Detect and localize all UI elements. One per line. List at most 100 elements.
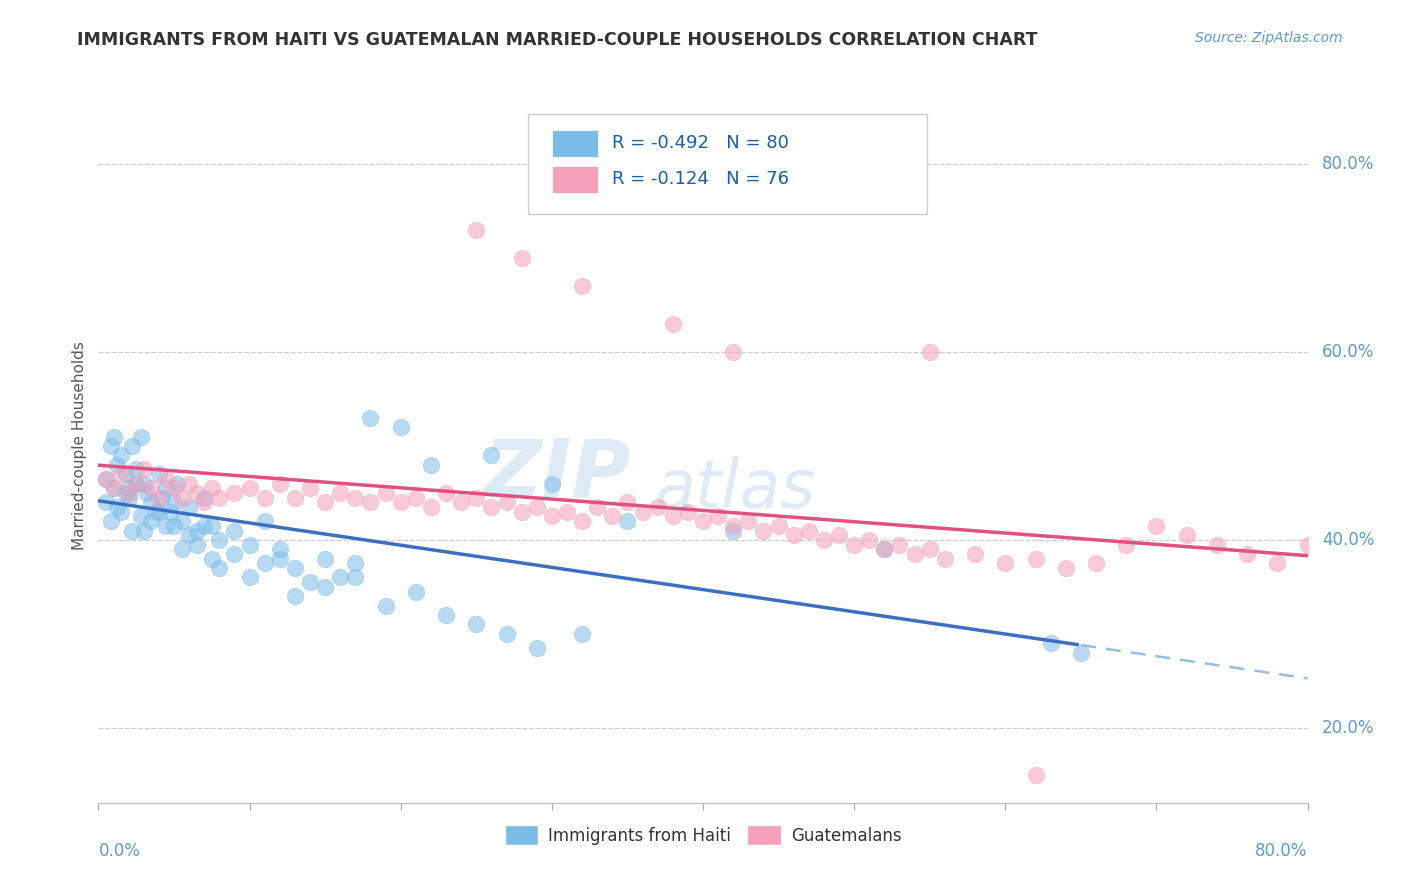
Point — [201, 481, 224, 495]
Point — [269, 476, 291, 491]
Point — [344, 491, 367, 505]
Point — [1296, 538, 1319, 552]
Point — [121, 524, 143, 538]
Point — [707, 509, 730, 524]
Point — [1267, 557, 1289, 571]
Point — [420, 500, 443, 514]
Point — [155, 472, 177, 486]
Y-axis label: Married-couple Households: Married-couple Households — [72, 342, 87, 550]
Point — [239, 481, 262, 495]
Point — [661, 509, 683, 524]
Point — [186, 538, 208, 552]
Point — [510, 251, 533, 265]
Point — [141, 481, 163, 495]
Point — [193, 518, 215, 533]
Point — [1236, 547, 1258, 561]
Point — [100, 439, 122, 453]
Point — [141, 495, 163, 509]
Point — [918, 542, 941, 557]
Point — [141, 514, 163, 528]
Text: R = -0.492   N = 80: R = -0.492 N = 80 — [613, 135, 789, 153]
Point — [661, 317, 683, 331]
Point — [1144, 518, 1167, 533]
Point — [434, 486, 457, 500]
Point — [186, 486, 208, 500]
Point — [420, 458, 443, 472]
Point — [100, 514, 122, 528]
Point — [148, 491, 170, 505]
Point — [828, 528, 851, 542]
Point — [723, 524, 745, 538]
Point — [224, 524, 246, 538]
Point — [495, 627, 517, 641]
Point — [179, 528, 201, 542]
Text: Source: ZipAtlas.com: Source: ZipAtlas.com — [1195, 31, 1343, 45]
Point — [224, 547, 246, 561]
Point — [723, 345, 745, 359]
Point — [110, 467, 132, 482]
Point — [193, 495, 215, 509]
Point — [1175, 528, 1198, 542]
Point — [526, 500, 548, 514]
Point — [208, 491, 231, 505]
Point — [253, 491, 276, 505]
Point — [121, 439, 143, 453]
Point — [360, 410, 382, 425]
Text: R = -0.124   N = 76: R = -0.124 N = 76 — [613, 170, 789, 188]
Point — [918, 345, 941, 359]
Point — [904, 547, 927, 561]
Point — [1054, 561, 1077, 575]
Point — [299, 575, 322, 590]
Point — [114, 467, 136, 482]
Point — [155, 481, 177, 495]
Point — [374, 486, 396, 500]
Text: 40.0%: 40.0% — [1322, 531, 1375, 549]
Point — [94, 472, 117, 486]
Point — [344, 570, 367, 584]
Point — [269, 551, 291, 566]
Point — [314, 551, 336, 566]
Point — [179, 500, 201, 514]
Text: 0.0%: 0.0% — [98, 842, 141, 860]
Point — [797, 524, 820, 538]
Point — [110, 449, 132, 463]
Point — [329, 570, 352, 584]
Point — [125, 462, 148, 476]
Point — [170, 491, 193, 505]
Point — [389, 420, 412, 434]
Point — [844, 538, 866, 552]
Point — [193, 491, 215, 505]
Point — [344, 557, 367, 571]
Point — [783, 528, 806, 542]
Point — [103, 481, 125, 495]
Point — [465, 223, 488, 237]
Point — [360, 495, 382, 509]
Point — [284, 561, 307, 575]
Point — [129, 509, 152, 524]
Point — [616, 514, 638, 528]
Point — [314, 495, 336, 509]
Bar — [551, 166, 598, 193]
Point — [465, 491, 488, 505]
Point — [179, 476, 201, 491]
Point — [540, 476, 562, 491]
Point — [94, 495, 117, 509]
Text: atlas: atlas — [655, 456, 815, 522]
Point — [170, 542, 193, 557]
Point — [465, 617, 488, 632]
Point — [150, 491, 173, 505]
Point — [676, 505, 699, 519]
Point — [201, 551, 224, 566]
Point — [1024, 551, 1046, 566]
Point — [103, 481, 125, 495]
Point — [148, 467, 170, 482]
Point — [125, 476, 148, 491]
Point — [752, 524, 775, 538]
Point — [105, 500, 128, 514]
Point — [201, 518, 224, 533]
Point — [224, 486, 246, 500]
Point — [148, 505, 170, 519]
Point — [132, 462, 155, 476]
Point — [647, 500, 669, 514]
Point — [873, 542, 896, 557]
